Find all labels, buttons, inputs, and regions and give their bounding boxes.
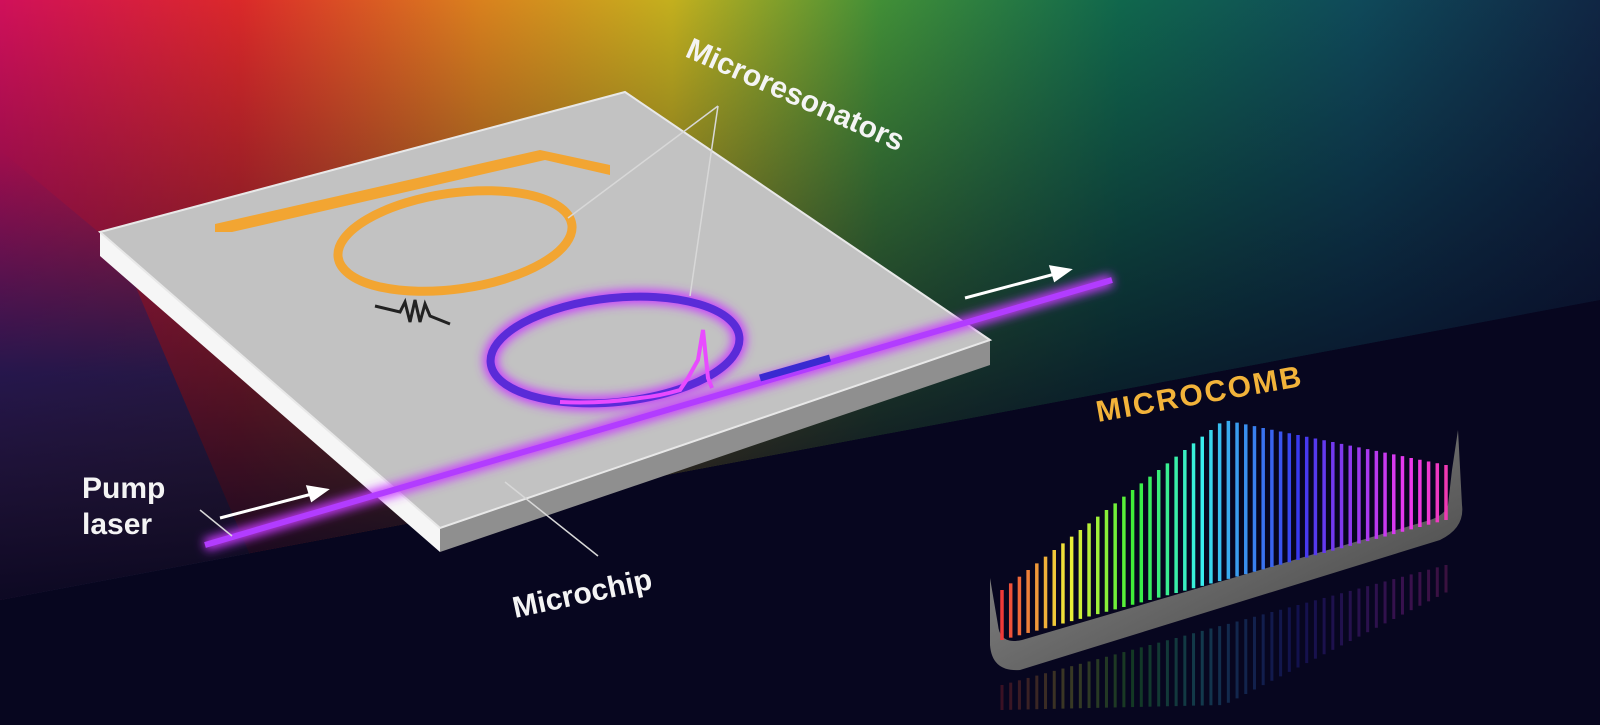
comb-body bbox=[990, 430, 1463, 671]
waveguide bbox=[204, 277, 1113, 548]
orange-ring bbox=[333, 186, 577, 296]
chip-side-right bbox=[440, 340, 990, 552]
soliton-pulse bbox=[559, 329, 714, 405]
orange-bus bbox=[215, 150, 610, 232]
leaders bbox=[199, 105, 719, 557]
floor bbox=[0, 300, 1600, 725]
arrows bbox=[219, 265, 1073, 520]
heater-symbol bbox=[374, 297, 451, 326]
label-pump: Pump bbox=[82, 472, 165, 505]
waveguide-coupler bbox=[759, 354, 831, 382]
microcomb-figure bbox=[990, 420, 1463, 710]
chip-side-left bbox=[100, 232, 440, 552]
label-laser: laser bbox=[82, 508, 152, 541]
